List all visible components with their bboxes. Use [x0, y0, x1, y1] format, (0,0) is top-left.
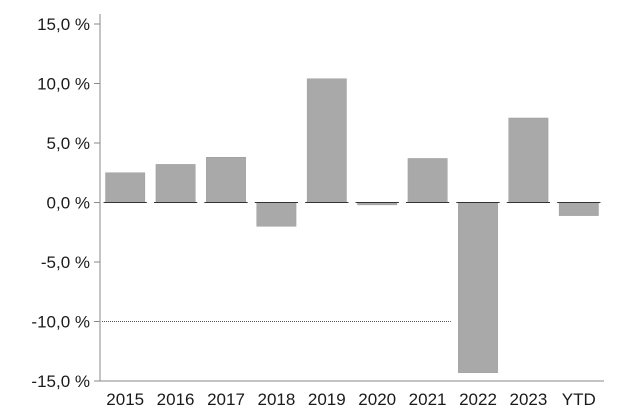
y-axis-ticks: 15,0 % 10,0 % 5,0 % 0,0 % -5,0 % -10,0 % -15,0… — [31, 15, 100, 391]
bar-2018 — [256, 202, 297, 227]
x-tick-label: 2019 — [308, 390, 346, 409]
x-tick-label: 2015 — [106, 390, 144, 409]
bar-2021 — [407, 158, 448, 203]
x-tick-label: 2022 — [459, 390, 497, 409]
y-tick-label: -5,0 % — [41, 253, 90, 272]
x-tick-label: 2021 — [409, 390, 447, 409]
bar-2016 — [155, 164, 196, 203]
bar-2017 — [206, 157, 246, 203]
y-tick-label: -15,0 % — [31, 372, 90, 391]
y-tick-label: 15,0 % — [37, 15, 90, 34]
y-tick-label: -10,0 % — [31, 313, 90, 332]
bar-ytd — [558, 202, 599, 216]
x-tick-label: YTD — [562, 390, 596, 409]
bar-2022 — [458, 202, 498, 373]
x-tick-label: 2023 — [509, 390, 547, 409]
y-tick-label: 10,0 % — [37, 75, 90, 94]
x-tick-label: 2017 — [207, 390, 245, 409]
bars — [105, 78, 599, 373]
axes — [99, 14, 604, 382]
bar-2015 — [105, 172, 146, 203]
x-tick-label: 2018 — [257, 390, 295, 409]
x-axis-ticks: 2015 2016 2017 2018 2019 2020 2021 2022 2023 YTD — [106, 390, 596, 409]
x-tick-label: 2016 — [157, 390, 195, 409]
y-tick-label: 0,0 % — [47, 194, 90, 213]
x-tick-label: 2020 — [358, 390, 396, 409]
bar-2019 — [306, 78, 347, 203]
bar-2023 — [508, 117, 549, 203]
y-tick-label: 5,0 % — [47, 134, 90, 153]
